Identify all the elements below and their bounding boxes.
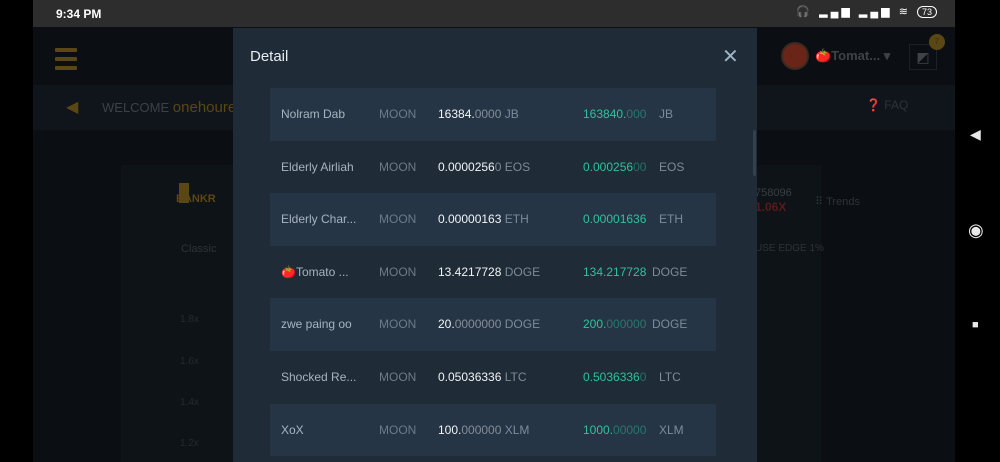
notification-badge: 7 (929, 34, 945, 50)
player-name: 🍅Tomato ... (281, 264, 349, 279)
player-name: Nolram Dab (281, 107, 346, 121)
bet-currency: ETH (504, 212, 529, 227)
bet-currency: DOGE (504, 317, 541, 332)
list-item: zwe paing oo MOON 20.0000000 DOGE 200.00… (270, 298, 716, 351)
list-item: 🍅Tomato ... MOON 13.4217728 DOGE 134.217… (270, 246, 716, 299)
payout-amount: 163840.000 (583, 107, 647, 121)
tab-classic[interactable]: Classic (181, 243, 217, 255)
payout-amount: 1000.00000 (583, 422, 647, 437)
trends-button[interactable]: ⠿ Trends (815, 196, 860, 208)
list-item: Nolram Dab MOON 16384.0000 JB 163840.000… (270, 88, 716, 141)
detail-modal: Detail ✕ Nolram Dab MOON 16384.0000 JB 1… (233, 28, 757, 462)
scrollbar[interactable] (753, 130, 756, 176)
welcome-user: onehoures (172, 99, 244, 116)
payout-currency: EOS (659, 159, 685, 174)
game-name: MOON (379, 159, 417, 174)
payout-amount: 134.217728 (583, 264, 647, 279)
y-tick: 1.6x (180, 356, 199, 367)
chevron-down-icon: ▾ (883, 48, 891, 63)
payout-currency: DOGE (652, 317, 688, 332)
bet-amount: 0.00002560 EOS (438, 159, 531, 174)
notification-button[interactable]: ◩ (909, 44, 937, 70)
app-screen: 9:34 PM 🎧 ▂▄▆ ▂▄▆ ≋ 73 ◀ WELCOME onehour… (33, 0, 955, 462)
grid-icon: ⠿ (815, 196, 824, 208)
multiplier: 1.06X (755, 200, 787, 214)
payout-amount: 0.50363360 (583, 369, 647, 384)
payout-currency: XLM (659, 422, 684, 437)
player-name: XoX (281, 422, 304, 437)
modal-title: Detail (250, 48, 289, 65)
list-item: Elderly Char... MOON 0.00000163 ETH 0.00… (270, 193, 716, 246)
player-name: Elderly Char... (281, 212, 357, 227)
avatar[interactable] (781, 42, 809, 70)
megaphone-icon: ◀ (66, 99, 79, 116)
close-icon[interactable]: ✕ (722, 46, 739, 68)
bet-amount: 0.00000163 ETH (438, 212, 529, 227)
help-icon: ❓ (866, 98, 881, 112)
detail-list: Nolram Dab MOON 16384.0000 JB 163840.000… (270, 88, 716, 457)
game-name: MOON (379, 317, 417, 332)
bet-currency: EOS (504, 159, 531, 174)
bet-currency: DOGE (504, 264, 541, 279)
bet-amount: 16384.0000 JB (438, 107, 519, 121)
y-tick: 1.2x (180, 438, 199, 449)
bankroll-value: 758096 (755, 187, 792, 199)
home-button[interactable]: ◉ (968, 220, 984, 240)
y-tick: 1.8x (180, 314, 199, 325)
list-item: XoX MOON 100.000000 XLM 1000.00000 XLM (270, 403, 716, 457)
payout-amount: 0.00025600 (583, 159, 647, 174)
bet-amount: 0.05036336 LTC (438, 369, 527, 384)
bet-amount: 13.4217728 DOGE (438, 264, 541, 279)
payout-currency: JB (659, 107, 674, 121)
payout-currency: ETH (659, 212, 683, 227)
welcome-text: WELCOME onehoures (102, 99, 244, 116)
back-button[interactable]: ◀ (970, 126, 981, 142)
bet-amount: 100.000000 XLM (438, 422, 530, 437)
player-name: zwe paing oo (281, 317, 352, 332)
bet-currency: JB (504, 107, 519, 121)
signal-icons: 🎧 ▂▄▆ ▂▄▆ ≋ (796, 6, 911, 18)
house-edge: USE EDGE 1% (755, 243, 824, 254)
player-name: Elderly Airliah (281, 159, 354, 174)
list-item: Shocked Re... MOON 0.05036336 LTC 0.5036… (270, 351, 716, 404)
bet-currency: XLM (504, 422, 530, 437)
clock: 9:34 PM (56, 7, 102, 21)
y-tick: 1.4x (180, 397, 199, 408)
recents-button[interactable]: ■ (972, 319, 979, 331)
bookmark-icon (179, 183, 189, 203)
player-name: Shocked Re... (281, 369, 357, 384)
payout-currency: DOGE (652, 264, 688, 279)
faq-link[interactable]: ❓ FAQ (866, 98, 909, 112)
user-menu[interactable]: 🍅Tomat... ▾ (815, 48, 891, 63)
bet-amount: 20.0000000 DOGE (438, 317, 541, 332)
payout-currency: LTC (659, 369, 681, 384)
game-name: MOON (379, 212, 417, 227)
game-name: MOON (379, 369, 417, 384)
status-bar: 9:34 PM 🎧 ▂▄▆ ▂▄▆ ≋ 73 (33, 0, 955, 27)
bet-currency: LTC (504, 369, 527, 384)
game-name: MOON (379, 422, 417, 437)
bankroll-label: BANKR (176, 193, 216, 205)
battery-icon: 73 (916, 6, 937, 18)
payout-amount: 200.000000 (583, 317, 647, 332)
list-item: Elderly Airliah MOON 0.00002560 EOS 0.00… (270, 141, 716, 194)
game-name: MOON (379, 264, 417, 279)
payout-amount: 0.00001636 (583, 212, 647, 227)
menu-icon[interactable] (55, 48, 77, 75)
android-nav-bar: ◀ ◉ ■ (955, 0, 1000, 462)
game-name: MOON (379, 107, 417, 121)
